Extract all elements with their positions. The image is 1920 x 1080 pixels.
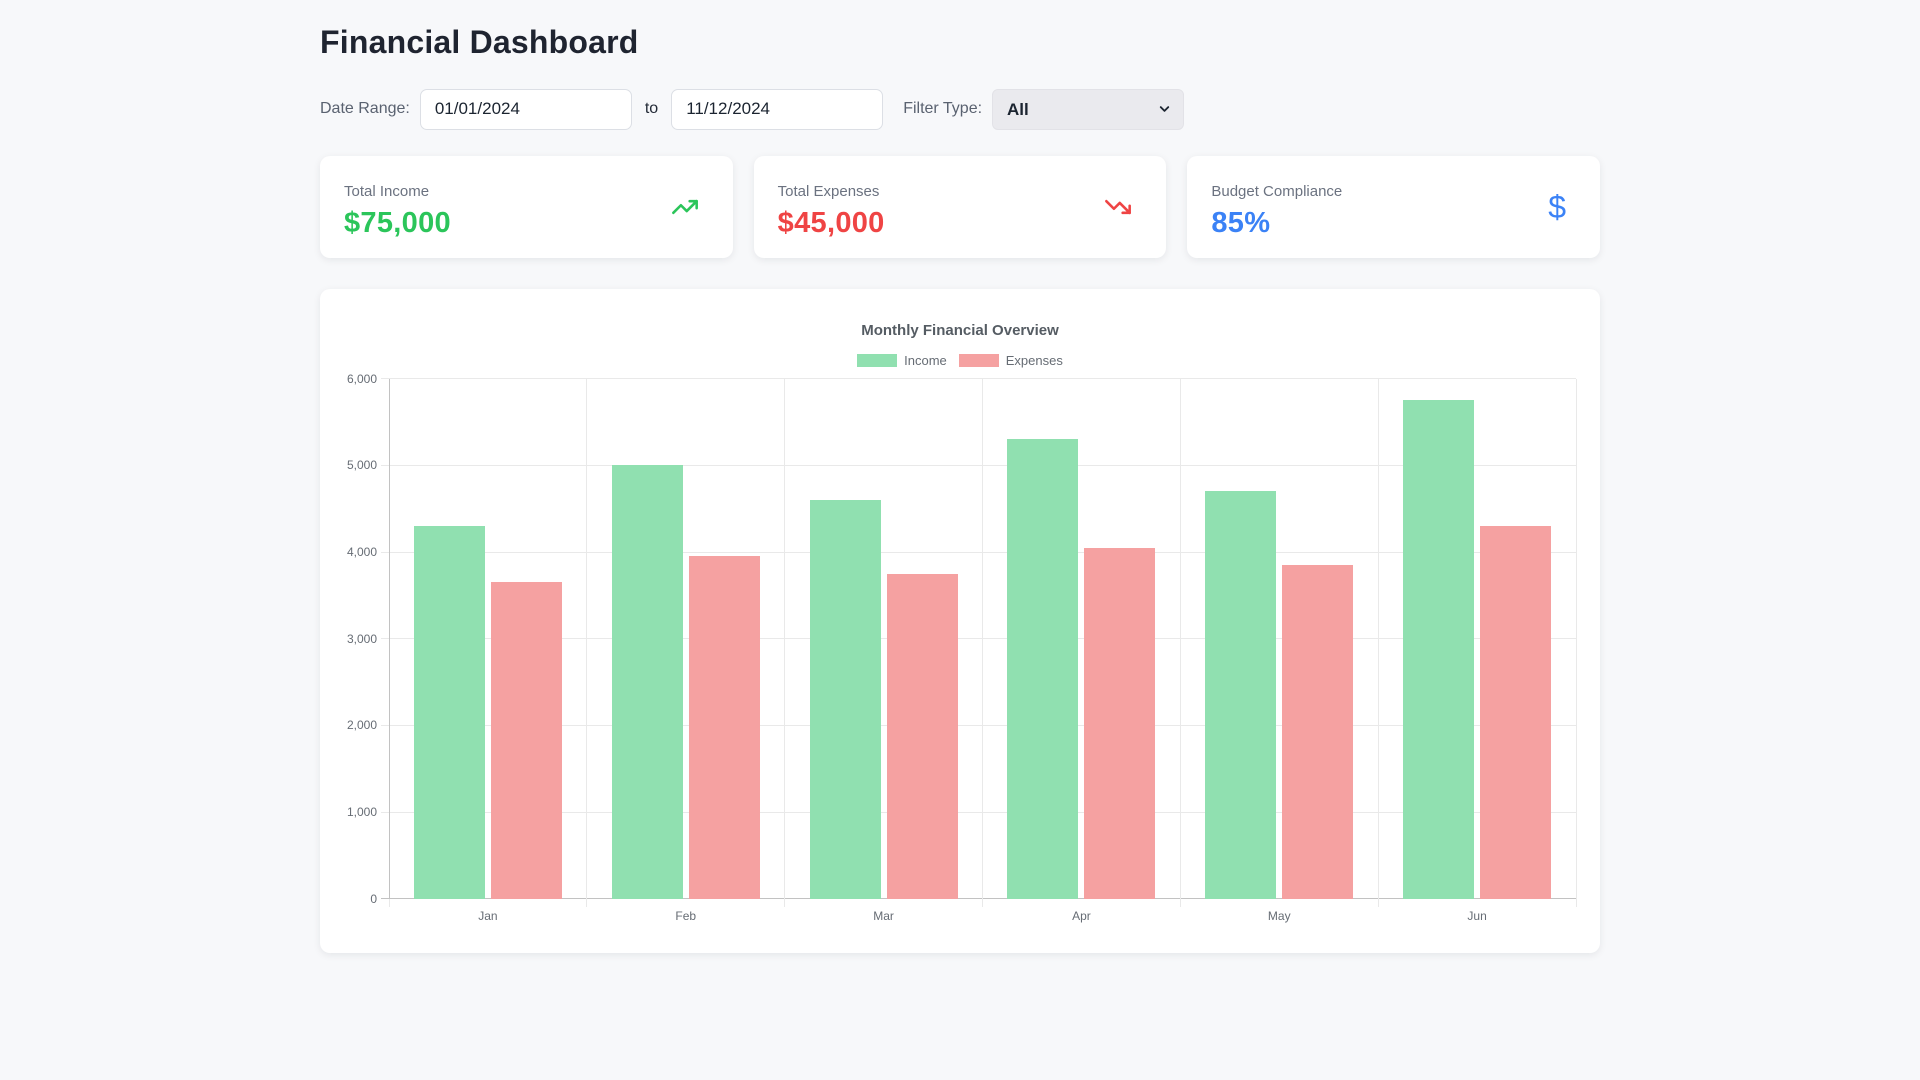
end-date-input[interactable]: [671, 88, 884, 130]
gridline-y-1000: [381, 811, 1576, 813]
summary-cards-row: Total Income $75,000 Total Expenses $45,…: [320, 155, 1601, 258]
total-expenses-value: $45,000: [777, 206, 885, 239]
filter-type-select-wrap: All: [992, 88, 1185, 130]
gridline-x-boundary: [784, 378, 786, 907]
y-axis-tick-label: 5,000: [346, 458, 377, 473]
x-axis-tick-label: Feb: [675, 908, 697, 923]
filter-type-select[interactable]: All: [992, 88, 1185, 130]
x-axis-tick-label: Jan: [478, 908, 498, 923]
x-axis-tick-label: Mar: [873, 908, 894, 923]
gridline-x-boundary: [1575, 378, 1577, 907]
bar-expenses-may: [1282, 565, 1354, 899]
bar-income-jan: [413, 526, 485, 899]
bar-expenses-apr: [1084, 547, 1156, 899]
trending-down-icon: [1104, 193, 1132, 221]
gridline-y-5000: [381, 464, 1576, 466]
y-axis-tick-label: 1,000: [346, 805, 377, 820]
budget-compliance-card: Budget Compliance 85% $: [1187, 155, 1601, 258]
budget-compliance-value: 85%: [1211, 206, 1271, 239]
bar-expenses-mar: [886, 573, 958, 899]
filter-type-label: Filter Type:: [903, 100, 983, 118]
chart-plot-area: 0 1,000 2,000 3,000 4,000 5,000 6,000 Jan Feb Mar…: [347, 372, 1577, 923]
legend-item-income[interactable]: Income: [857, 353, 947, 368]
bar-income-feb: [611, 465, 683, 899]
y-axis-tick-label: 6,000: [346, 371, 377, 386]
to-label: to: [644, 100, 659, 118]
bar-expenses-jan: [490, 582, 562, 899]
trending-up-icon: [671, 193, 699, 221]
bar-income-may: [1205, 491, 1277, 899]
y-axis-line: [389, 378, 390, 899]
x-axis-tick-label: Jun: [1467, 908, 1487, 923]
legend-swatch: [958, 353, 999, 367]
gridline-x-boundary: [586, 378, 588, 907]
chart-legend: Income Expenses: [320, 353, 1600, 368]
card-label: Total Income: [344, 182, 430, 200]
legend-swatch: [857, 353, 898, 367]
dashboard-container: Financial Dashboard Date Range: to Filte…: [320, 0, 1601, 953]
bar-income-apr: [1007, 439, 1079, 899]
bar-expenses-jun: [1480, 526, 1552, 899]
date-range-label: Date Range:: [320, 100, 410, 118]
card-label: Budget Compliance: [1211, 182, 1343, 200]
y-axis-tick-label: 4,000: [346, 545, 377, 560]
total-income-value: $75,000: [344, 206, 451, 239]
bar-expenses-feb: [688, 556, 760, 899]
gridline-y-0: [381, 898, 1576, 900]
gridline-y-6000: [381, 378, 1576, 380]
page-title: Financial Dashboard: [320, 24, 639, 60]
filter-bar: Date Range: to Filter Type: All: [320, 88, 1600, 130]
card-label: Total Expenses: [777, 182, 880, 200]
total-income-card: Total Income $75,000: [320, 155, 733, 258]
chart-title: Monthly Financial Overview: [861, 321, 1059, 339]
total-expenses-card: Total Expenses $45,000: [753, 155, 1167, 258]
gridline-x-boundary: [1377, 378, 1379, 907]
x-axis-tick-label: Apr: [1072, 908, 1091, 923]
gridline-x-boundary: [1179, 378, 1181, 907]
gridline-x-boundary: [982, 378, 983, 907]
start-date-input[interactable]: [419, 88, 632, 130]
gridline-y-4000: [381, 551, 1576, 553]
gridline-y-2000: [381, 724, 1576, 726]
bar-income-jun: [1403, 400, 1475, 899]
x-axis-tick-label: May: [1267, 908, 1291, 923]
legend-item-expenses[interactable]: Expenses: [958, 352, 1063, 368]
monthly-overview-chart-card: Monthly Financial Overview Income Expense…: [320, 288, 1600, 953]
gridline-y-3000: [381, 638, 1576, 640]
dollar-sign-icon: $: [1548, 188, 1567, 225]
legend-label: Income: [904, 352, 947, 368]
y-axis-tick-label: 3,000: [346, 631, 377, 646]
y-axis-tick-label: 2,000: [346, 718, 377, 733]
bar-income-mar: [809, 500, 881, 899]
legend-label: Expenses: [1005, 352, 1063, 368]
y-axis-tick-label: 0: [370, 891, 377, 906]
